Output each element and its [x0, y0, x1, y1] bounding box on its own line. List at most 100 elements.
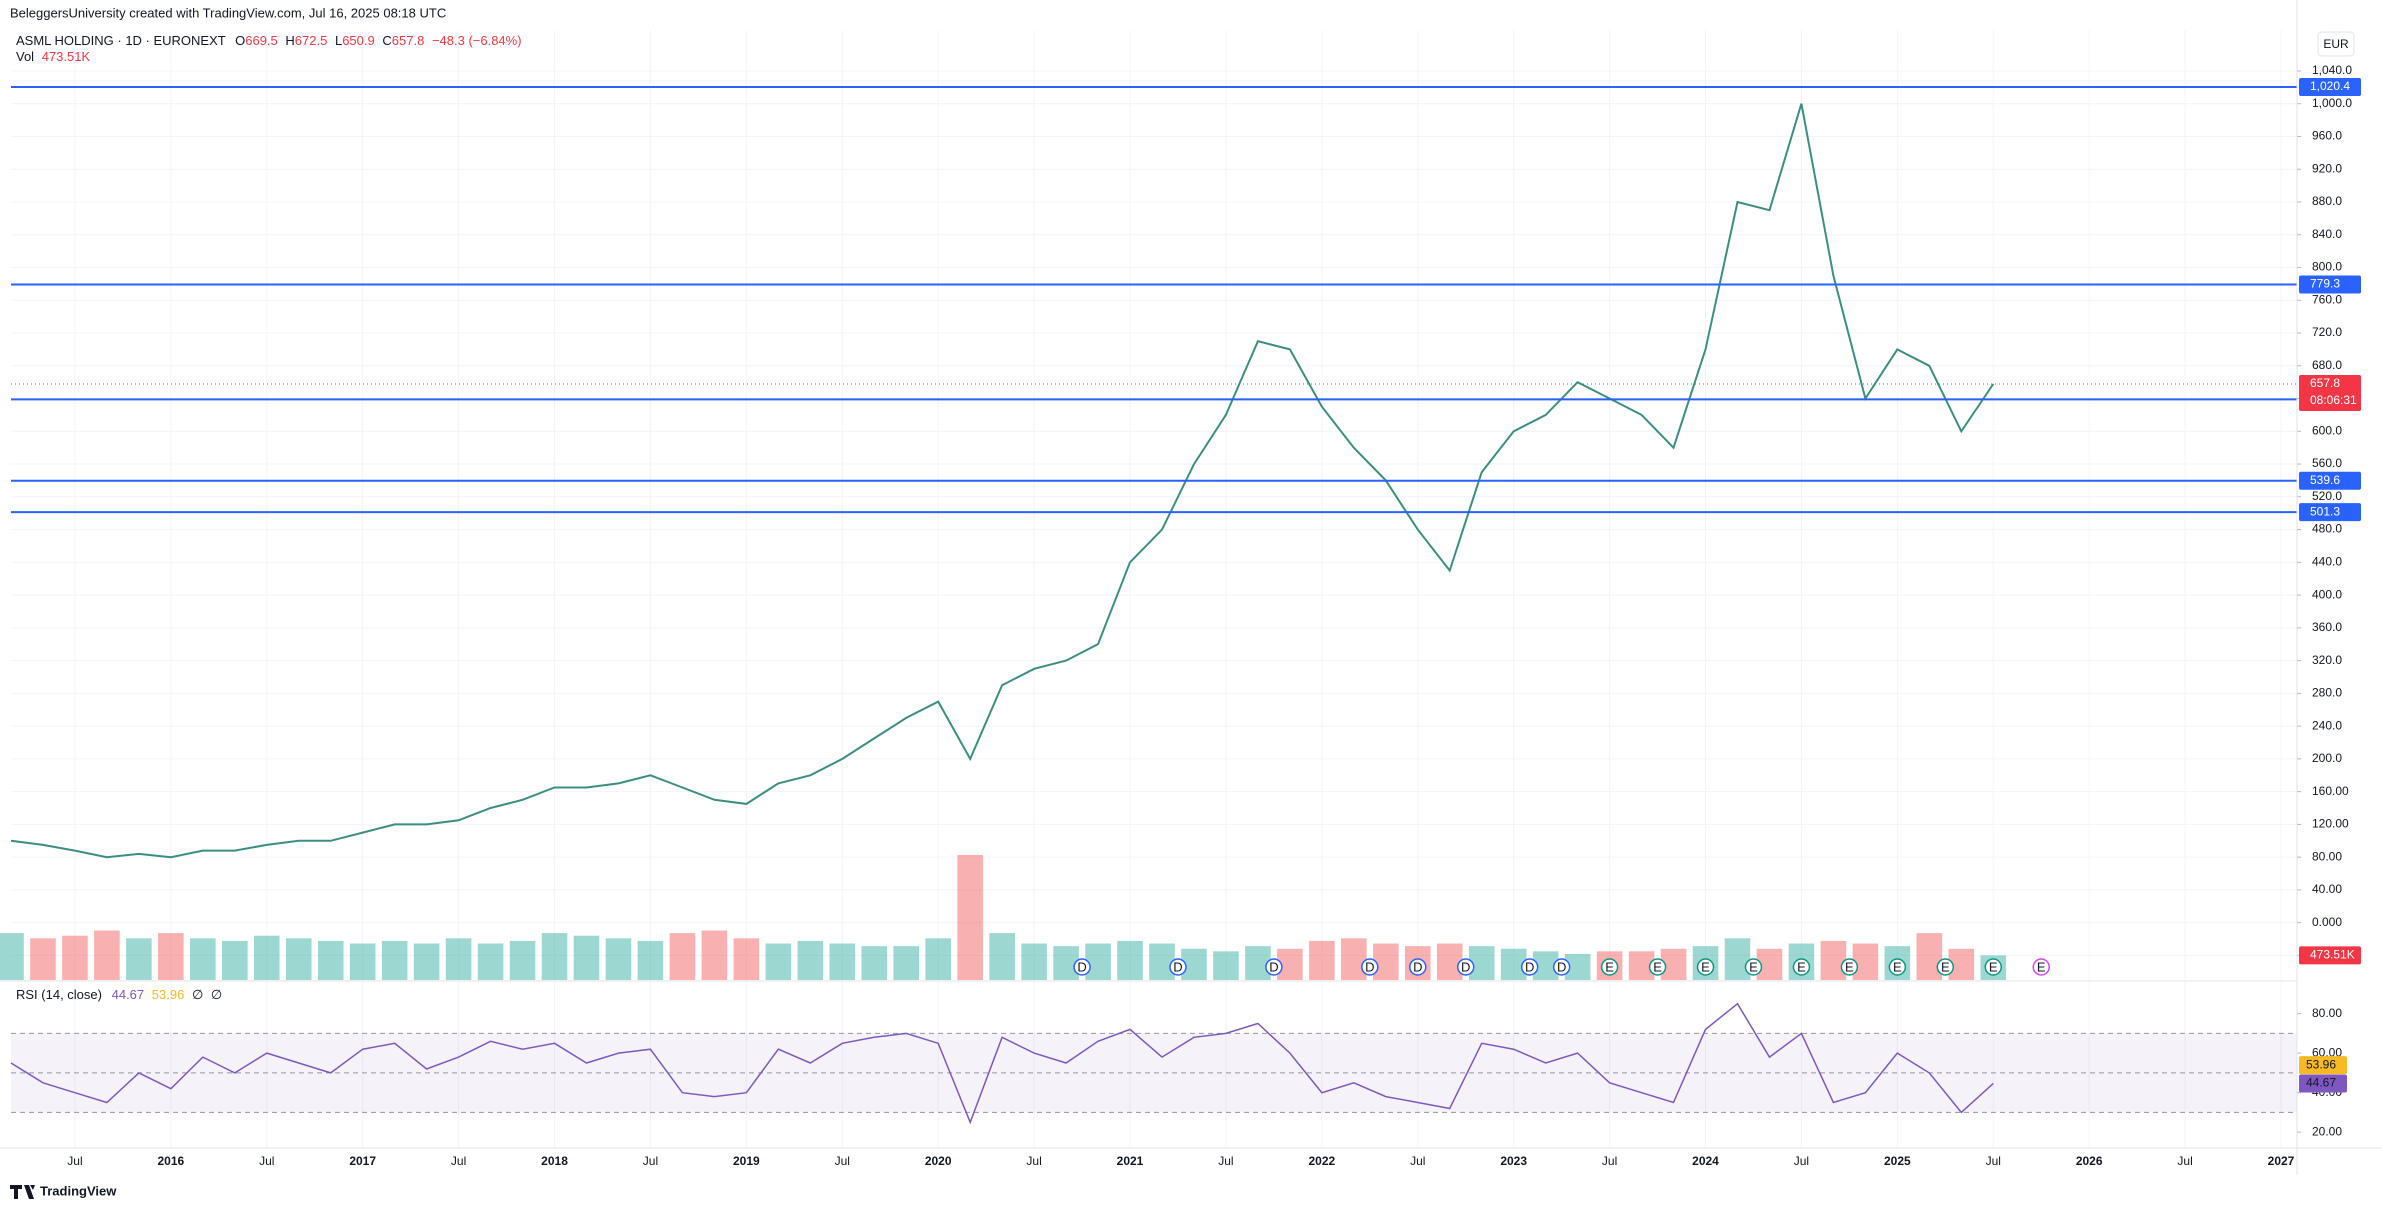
volume-bar [509, 940, 536, 980]
x-tick-label: 2027 [2268, 1154, 2295, 1168]
volume-bar [0, 933, 24, 980]
x-tick-label: 2026 [2076, 1154, 2103, 1168]
currency[interactable]: EUR [2323, 37, 2349, 51]
y-tick-label: 40.00 [2312, 882, 2342, 896]
volume-bar [605, 938, 632, 980]
volume-bar [1309, 940, 1335, 980]
x-tick-label: Jul [1602, 1154, 1617, 1168]
x-tick-label: Jul [451, 1154, 466, 1168]
y-tick-label: 0.000 [2312, 915, 2342, 929]
event-label: E [1941, 959, 1950, 974]
ohlc-key: O [235, 33, 245, 48]
x-tick-label: Jul [835, 1154, 850, 1168]
x-tick-label: Jul [1026, 1154, 1041, 1168]
volume-bar [893, 946, 920, 980]
y-tick-label: 280.0 [2312, 686, 2342, 700]
event-marker [1888, 958, 1907, 976]
rsi-tick-label: 80.00 [2312, 1006, 2342, 1020]
y-tick-label: 800.0 [2312, 260, 2342, 274]
event-marker [1984, 958, 2003, 976]
level-label: 1,020.4 [2310, 79, 2350, 93]
y-tick-label: 240.0 [2312, 718, 2342, 732]
x-tick-label: 2019 [733, 1154, 760, 1168]
x-tick-label: 2021 [1117, 1154, 1144, 1168]
y-tick-label: 680.0 [2312, 358, 2342, 372]
rsi-legend: RSI (14, close) 44.67 53.96 ∅ ∅ [16, 987, 222, 1002]
volume-axis-label: 473.51K [2310, 948, 2355, 962]
x-tick-label: 2025 [1884, 1154, 1911, 1168]
y-tick-label: 200.0 [2312, 751, 2342, 765]
event-marker [1936, 958, 1955, 976]
level-label-box [2299, 471, 2361, 490]
y-tick-label: 720.0 [2312, 325, 2342, 339]
y-tick-label: 1,000.0 [2312, 96, 2352, 110]
y-tick-label: 360.0 [2312, 620, 2342, 634]
volume-bar [957, 855, 983, 980]
x-tick-label: 2022 [1309, 1154, 1336, 1168]
event-marker [1169, 958, 1187, 976]
rsi-tick-label: 60.00 [2312, 1045, 2342, 1059]
volume-bar [541, 933, 568, 980]
volume-bar [1117, 940, 1143, 980]
volume-bar [62, 935, 88, 980]
rsi-extra: ∅ [192, 987, 203, 1002]
y-tick-label: 520.0 [2312, 489, 2342, 503]
x-tick-label: 2024 [1692, 1154, 1719, 1168]
event-label: D [1077, 959, 1086, 974]
volume-bar [1436, 943, 1463, 980]
volume-bar [925, 938, 951, 980]
event-label: D [1413, 959, 1422, 974]
price-change: −48.3 (−6.84%) [432, 33, 522, 48]
volume-bar [94, 930, 120, 980]
volume-bar [1820, 940, 1847, 980]
rsi-line [10, 1002, 1994, 1125]
event-label: D [1557, 959, 1566, 974]
x-tick-label: 2020 [925, 1154, 952, 1168]
event-label: E [1893, 959, 1902, 974]
tradingview-logo [10, 1185, 35, 1199]
event-label: D [1269, 959, 1278, 974]
volume-name: Vol [16, 49, 34, 64]
event-marker [1696, 958, 1715, 976]
volume-bar [381, 940, 408, 980]
level-label-box [2299, 78, 2361, 96]
event-marker [1520, 958, 1539, 976]
y-tick-label: 320.0 [2312, 653, 2342, 667]
rsi-value-box [2299, 1056, 2347, 1075]
event-label: D [1365, 959, 1374, 974]
volume-bar [477, 943, 504, 980]
x-tick-label: Jul [259, 1154, 274, 1168]
y-tick-label: 920.0 [2312, 161, 2342, 175]
event-label: E [1605, 959, 1614, 974]
y-tick-label: 840.0 [2312, 227, 2342, 241]
volume-bar [30, 938, 56, 980]
event-marker [1265, 958, 1283, 976]
rsi-value-label: 53.96 [2306, 1057, 2336, 1071]
volume-bar [1916, 933, 1943, 980]
footer-brand: TradingView [40, 1183, 117, 1198]
x-tick-label: Jul [67, 1154, 82, 1168]
event-marker [1792, 958, 1811, 976]
level-label: 501.3 [2310, 504, 2340, 518]
x-tick-label: 2016 [158, 1154, 185, 1168]
currency-box[interactable] [2317, 31, 2355, 57]
volume-bar [1852, 943, 1879, 980]
rsi-title: RSI (14, close) [16, 987, 102, 1002]
y-tick-label: 120.00 [2312, 817, 2349, 831]
rsi-extra: ∅ [211, 987, 222, 1002]
volume-bar [733, 938, 760, 980]
level-label: 539.6 [2310, 473, 2340, 487]
rsi-tick-label: 20.00 [2312, 1124, 2342, 1138]
level-label: 779.3 [2310, 277, 2340, 291]
volume-bar [573, 935, 600, 980]
event-marker [1456, 958, 1475, 976]
volume-value: 473.51K [42, 49, 91, 64]
volume-bar [1085, 943, 1111, 980]
volume-bar [445, 938, 472, 980]
y-tick-label: 440.0 [2312, 554, 2342, 568]
event-marker [1361, 958, 1379, 976]
x-tick-label: Jul [1986, 1154, 2001, 1168]
event-marker [2032, 958, 2050, 976]
symbol-title: ASML HOLDING · 1D · EURONEXT [16, 33, 226, 48]
